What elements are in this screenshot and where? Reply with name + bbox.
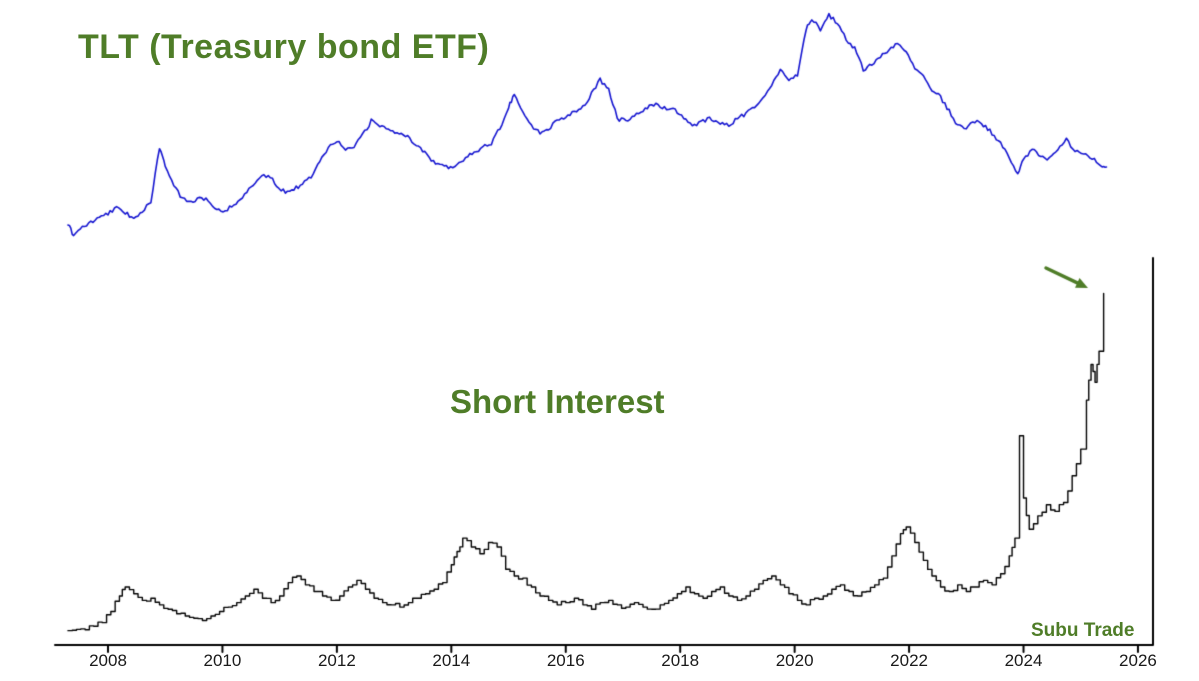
x-tick-label: 2012 [317,651,356,670]
x-tick-label: 2026 [1119,651,1157,670]
x-tick-label: 2022 [890,651,928,670]
x-tick-label: 2008 [89,651,127,670]
x-tick-label: 2018 [661,651,700,670]
chart-title-short-interest: Short Interest [450,383,665,420]
x-tick-label: 2020 [775,651,814,670]
chart-title-tlt: TLT (Treasury bond ETF) [78,28,490,66]
x-tick-label: 2016 [546,651,585,670]
x-tick-label: 2010 [203,651,242,670]
x-tick-label: 2024 [1004,651,1043,670]
x-tick-label: 2014 [432,651,471,670]
watermark-subu-trade: Subu Trade [1031,620,1135,641]
